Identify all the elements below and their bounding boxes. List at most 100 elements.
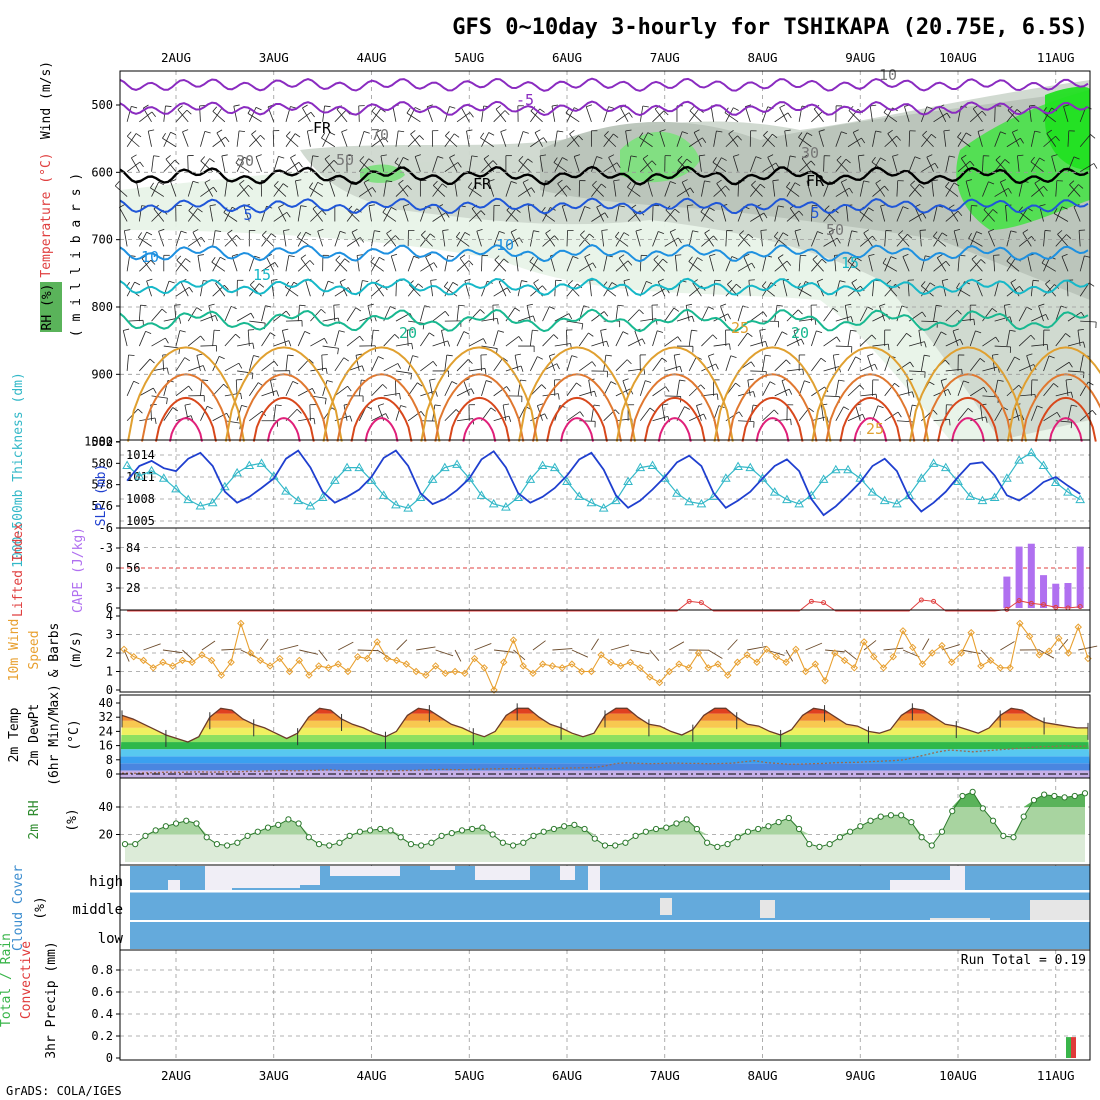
wind-barb [1063,106,1069,122]
wind-barb-flag [302,104,308,109]
wind-barb-flag [1043,186,1048,192]
wind-barb [1018,334,1032,347]
wind-barb [976,281,983,297]
wind-barb-flag [947,389,951,396]
wind-speed-point [889,652,897,661]
wind-barb-flag [584,206,591,209]
wind-barb-flag [532,329,539,332]
wind-barb [374,282,385,297]
wind-barb [921,134,932,147]
wind-barb [909,341,925,347]
wind-barb [236,312,252,322]
rh-point [224,842,231,849]
wind-barb-flag [884,185,889,191]
wind-barb [505,181,512,197]
y-tick-label: 2 [106,646,113,660]
thickness-point [403,503,414,512]
wind-barb [518,160,531,172]
wind-barb [468,155,473,172]
wind-barb-flag [133,380,140,385]
wind-barb-flag [670,181,676,184]
wind-barb-flag [502,357,509,362]
date-label-bottom: 5AUG [454,1068,484,1083]
y-tick-label: 500 [91,98,113,112]
wind-barb [200,186,214,197]
wind-barb-flag [367,303,374,306]
wind-barb [615,331,624,347]
wind-speed-point [383,654,391,663]
thickness-point [562,476,572,485]
wind-barb-flag [417,283,424,288]
wind10m-barbs-label: & Barbs [47,623,62,678]
wind-barb-flag [299,304,306,307]
wind-barb [798,160,812,172]
wind-barb-flag [355,307,362,312]
wind-barb-flag [862,414,866,420]
wind-barb [782,280,788,297]
wind-barb [346,237,361,247]
wind-barb [639,137,653,148]
wind-barb [639,255,642,272]
wind-barb [872,130,876,147]
temp-lobe-contour [951,417,985,442]
wind-barb [1067,184,1079,197]
wind-barb [674,255,678,272]
wind-barb [652,258,664,272]
thickness-point [659,473,670,482]
wind-barb [892,156,898,172]
wind-barb [852,132,861,147]
wind-barb [969,110,983,123]
wind-barb-flag [321,210,327,215]
wind-barb [554,157,563,172]
wind-barb-flag [441,183,448,188]
wind-barb [224,306,232,322]
wind-barb-flag [1018,206,1023,212]
wind-barb-flag [981,110,987,116]
wind-barb [197,255,201,272]
wind-barb-flag [209,204,216,207]
wind-barb [625,130,629,147]
wind-barb-flag [856,257,862,262]
thickness-point [317,492,328,501]
wind-barb [688,330,692,347]
lifted-index-point [821,600,827,606]
wind-barb-flag [300,205,307,208]
wind-barb-flag [184,357,190,362]
rh-point [979,805,986,812]
thickness-point [843,464,853,474]
wind-barb [312,208,323,222]
wind-barb [1055,206,1063,222]
wind-barb-flag [662,403,669,406]
wind-barb [772,180,776,197]
wind-barb-flag [1070,391,1074,398]
wind-barb [554,185,567,197]
wind-barb [510,231,519,247]
wind-barb [945,368,962,372]
wind-barb [578,233,590,247]
wind-barb-10m [902,649,920,658]
wind-speed-point [967,628,975,637]
wind-barb [297,388,313,397]
wind-barb-flag [539,108,545,113]
wind-speed-point [344,667,352,676]
wind-barb-flag [812,255,818,260]
wind-barb [1053,213,1069,222]
wind-speed-point [1025,632,1034,641]
wind-barb-flag [647,132,654,136]
wind-barb-flag [386,229,392,234]
wind-barb-flag [911,391,915,398]
wind-barb-flag [236,235,241,240]
rh-point [540,828,547,835]
wind-barb-flag [363,131,370,134]
wind-barb-10m [474,643,492,651]
wind-barb [1042,111,1056,123]
y-tick-label: 6 [106,601,113,615]
thickness-point [757,473,768,482]
wind-barb [248,355,254,372]
wind-barb-flag [542,285,547,291]
wind-barb-flag [787,112,792,119]
wind-barb-flag [311,388,316,394]
wind-barb-flag [1006,256,1012,262]
cloud-level-label: high [89,874,123,890]
